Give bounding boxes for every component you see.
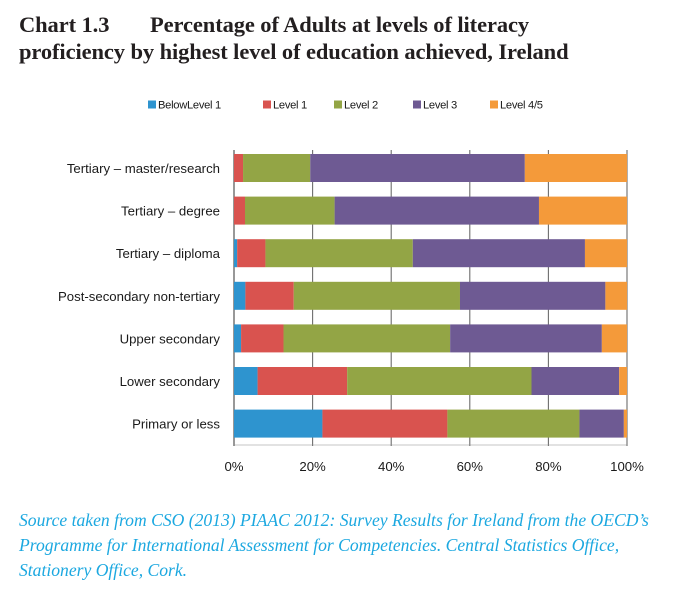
- legend-label: BelowLevel 1: [158, 100, 221, 112]
- legend-item-level-2: Level 2: [334, 100, 378, 112]
- bar-row-tertiary-degree: [234, 196, 627, 225]
- bar-segment-level-3: [412, 239, 585, 268]
- category-label: Primary or less: [132, 417, 220, 432]
- bar-segment-level-1: [322, 409, 448, 438]
- source-note: Source taken from CSO (2013) PIAAC 2012:…: [19, 510, 649, 580]
- bar-segment-level-4-5: [601, 324, 627, 353]
- bar-segment-level-2: [347, 367, 532, 395]
- legend-label: Level 2: [344, 100, 378, 112]
- bar-segment-level-2: [265, 239, 413, 268]
- bar-segment-level-3: [459, 281, 606, 310]
- bar-segment-level-2: [447, 409, 580, 438]
- x-tick-labels: 0% 20% 40% 60% 80% 100%: [224, 459, 644, 474]
- x-tick-label: 60%: [457, 459, 484, 474]
- bar-segment-level-3: [334, 196, 539, 225]
- x-tick-label: 80%: [535, 459, 562, 474]
- bar-segment-level-1: [241, 324, 284, 353]
- bar-row-lower-secondary: [234, 367, 627, 395]
- bar-row-upper-secondary: [234, 324, 627, 353]
- bar-segment-level-3: [531, 367, 620, 395]
- bar-segment-level-3: [579, 409, 624, 438]
- bar-segment-level-3: [450, 324, 602, 353]
- category-label: Post-secondary non-tertiary: [58, 289, 220, 304]
- x-tick-label: 100%: [610, 459, 644, 474]
- legend-item-level-1: Level 1: [263, 100, 307, 112]
- bar-segment-level-2: [245, 196, 335, 225]
- legend-swatch: [263, 100, 271, 109]
- legend-label: Level 1: [273, 100, 307, 112]
- category-label: Tertiary – degree: [121, 204, 220, 219]
- bar-segment-level-1: [234, 196, 246, 225]
- legend-swatch: [148, 100, 156, 109]
- bar-segment-level-4-5: [605, 281, 627, 310]
- bar-segment-belowlevel-1: [234, 409, 323, 438]
- bar-row-primary-or-less: [234, 409, 627, 438]
- bars: [234, 154, 627, 438]
- legend-item-level-4-5: Level 4/5: [490, 100, 543, 112]
- legend-item-level-3: Level 3: [413, 100, 457, 112]
- bar-segment-level-2: [283, 324, 451, 353]
- legend-swatch: [413, 100, 421, 109]
- bar-segment-belowlevel-1: [234, 281, 246, 310]
- chart-title: Chart 1.3 Percentage of Adults at levels …: [19, 11, 689, 65]
- bar-segment-level-2: [243, 154, 311, 182]
- bar-segment-level-1: [237, 239, 266, 268]
- category-label: Tertiary – diploma: [116, 246, 221, 261]
- legend-swatch: [490, 100, 498, 109]
- category-label: Tertiary – master/research: [67, 161, 220, 176]
- legend-label: Level 3: [423, 100, 457, 112]
- bar-segment-level-2: [293, 281, 460, 310]
- legend: BelowLevel 1 Level 1 Level 2 Level 3 Level 4…: [148, 100, 543, 112]
- x-tick-label: 20%: [299, 459, 326, 474]
- bar-segment-level-4-5: [619, 367, 627, 395]
- category-label: Upper secondary: [120, 331, 221, 346]
- x-tick-label: 40%: [378, 459, 405, 474]
- bar-segment-belowlevel-1: [234, 239, 238, 268]
- category-labels: Tertiary – master/research Tertiary – deg…: [58, 161, 221, 432]
- bar-segment-level-4-5: [623, 409, 627, 438]
- x-tick-label: 0%: [224, 459, 243, 474]
- legend-label: Level 4/5: [500, 100, 543, 112]
- bar-row-post-secondary-non-tertiary: [234, 281, 627, 310]
- legend-item-belowlevel-1: BelowLevel 1: [148, 100, 221, 112]
- bar-segment-level-4-5: [584, 239, 627, 268]
- bar-segment-level-3: [310, 154, 525, 182]
- bar-segment-level-1: [257, 367, 348, 395]
- bar-row-tertiary-master-research: [234, 154, 627, 182]
- stacked-bar-chart: BelowLevel 1 Level 1 Level 2 Level 3 Level 4…: [58, 100, 644, 475]
- bar-segment-belowlevel-1: [234, 367, 258, 395]
- title-line-2: proficiency by highest level of educatio…: [19, 39, 569, 64]
- bar-segment-level-1: [234, 154, 244, 182]
- bar-row-tertiary-diploma: [234, 239, 627, 268]
- bar-segment-belowlevel-1: [234, 324, 242, 353]
- chart-number: Chart 1.3: [19, 12, 110, 37]
- legend-swatch: [334, 100, 342, 109]
- category-label: Lower secondary: [120, 374, 221, 389]
- bar-segment-level-4-5: [538, 196, 627, 225]
- bar-segment-level-1: [245, 281, 294, 310]
- bar-segment-level-4-5: [524, 154, 627, 182]
- title-text-1: Percentage of Adults at levels of litera…: [150, 12, 530, 37]
- title-line-1: Chart 1.3 Percentage of Adults at levels …: [19, 11, 689, 38]
